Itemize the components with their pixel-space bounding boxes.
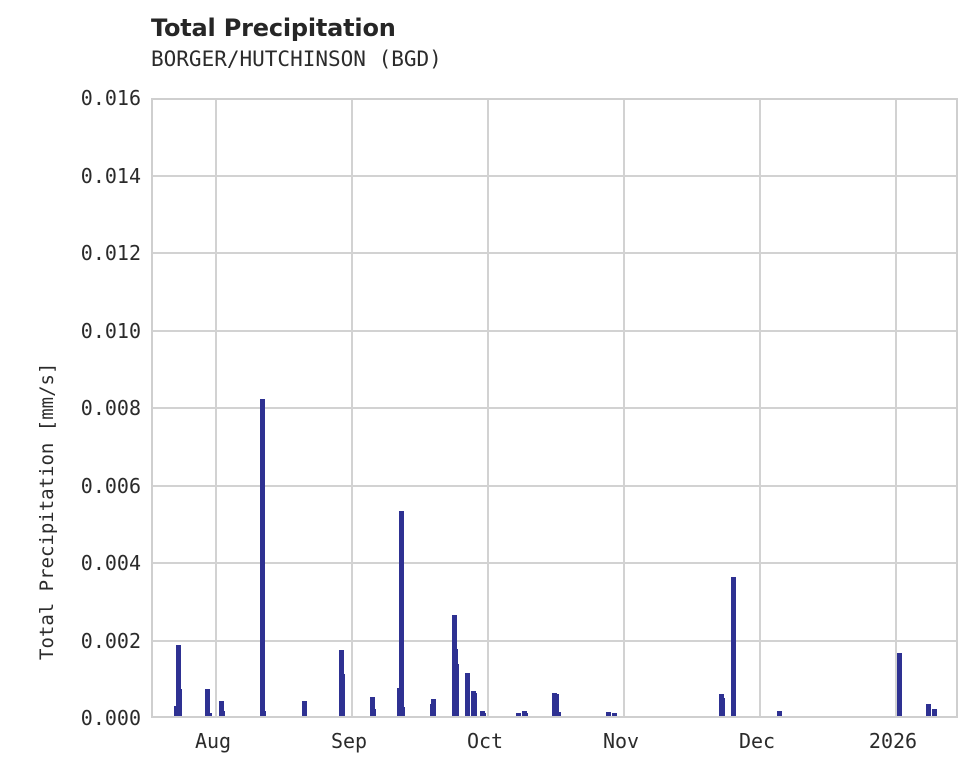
bar	[777, 710, 782, 716]
gridline-vertical	[351, 100, 353, 716]
bar	[177, 688, 182, 716]
y-tick-label: 0.008	[80, 396, 141, 420]
bar	[731, 577, 736, 716]
bar	[302, 700, 307, 716]
bar	[516, 712, 521, 716]
bar	[399, 510, 404, 716]
gridline-vertical	[487, 100, 489, 716]
gridline-horizontal	[153, 407, 956, 409]
chart-subtitle: BORGER/HUTCHINSON (BGD)	[151, 47, 442, 71]
gridline-horizontal	[153, 329, 956, 332]
bar	[261, 711, 266, 716]
x-tick-label: Aug	[194, 729, 232, 753]
bar	[207, 712, 212, 716]
bar	[176, 645, 181, 716]
x-tick-label: 2026	[868, 729, 918, 753]
bar	[205, 688, 210, 716]
bar	[897, 653, 902, 716]
bar	[926, 704, 931, 716]
bar	[612, 712, 617, 716]
y-tick-label: 0.014	[80, 164, 141, 188]
gridline-vertical	[623, 100, 625, 716]
y-axis-tick-labels: 0.000 0.002 0.004 0.006 0.008 0.010 0.012 0.014…	[0, 0, 141, 780]
bar	[554, 693, 559, 716]
y-tick-label: 0.016	[80, 86, 141, 110]
gridline-horizontal	[153, 639, 956, 642]
bar	[340, 674, 345, 716]
y-tick-label: 0.002	[80, 629, 141, 653]
bar	[472, 692, 477, 716]
bar	[481, 712, 486, 716]
y-tick-label: 0.000	[80, 706, 141, 730]
x-tick-label: Oct	[466, 729, 504, 753]
x-tick-label: Sep	[330, 729, 368, 753]
bar	[219, 700, 224, 716]
gridline-horizontal	[153, 252, 956, 254]
bar	[370, 696, 375, 716]
gridline-horizontal	[153, 562, 956, 564]
bar	[431, 698, 436, 716]
plot-area	[151, 98, 958, 718]
bar	[400, 707, 405, 716]
bar	[465, 672, 470, 716]
bar	[220, 711, 225, 716]
bar	[932, 709, 937, 716]
gridline-horizontal	[153, 484, 956, 487]
bar	[720, 698, 725, 716]
bar	[260, 399, 265, 716]
gridline-vertical	[215, 100, 217, 716]
y-tick-label: 0.010	[80, 319, 141, 343]
bar	[523, 713, 528, 716]
title-block: Total Precipitation BORGER/HUTCHINSON (B…	[151, 14, 851, 73]
y-tick-label: 0.004	[80, 551, 141, 575]
gridline-horizontal	[153, 174, 956, 177]
x-tick-label: Nov	[602, 729, 640, 753]
gridline-vertical	[759, 100, 761, 716]
bar	[556, 712, 561, 716]
y-tick-label: 0.012	[80, 241, 141, 265]
gridline-vertical	[895, 100, 897, 716]
bar	[371, 709, 376, 716]
bar	[454, 663, 459, 716]
page-title: Total Precipitation	[151, 14, 396, 42]
bar	[606, 712, 611, 716]
y-tick-label: 0.006	[80, 474, 141, 498]
x-tick-label: Dec	[738, 729, 776, 753]
